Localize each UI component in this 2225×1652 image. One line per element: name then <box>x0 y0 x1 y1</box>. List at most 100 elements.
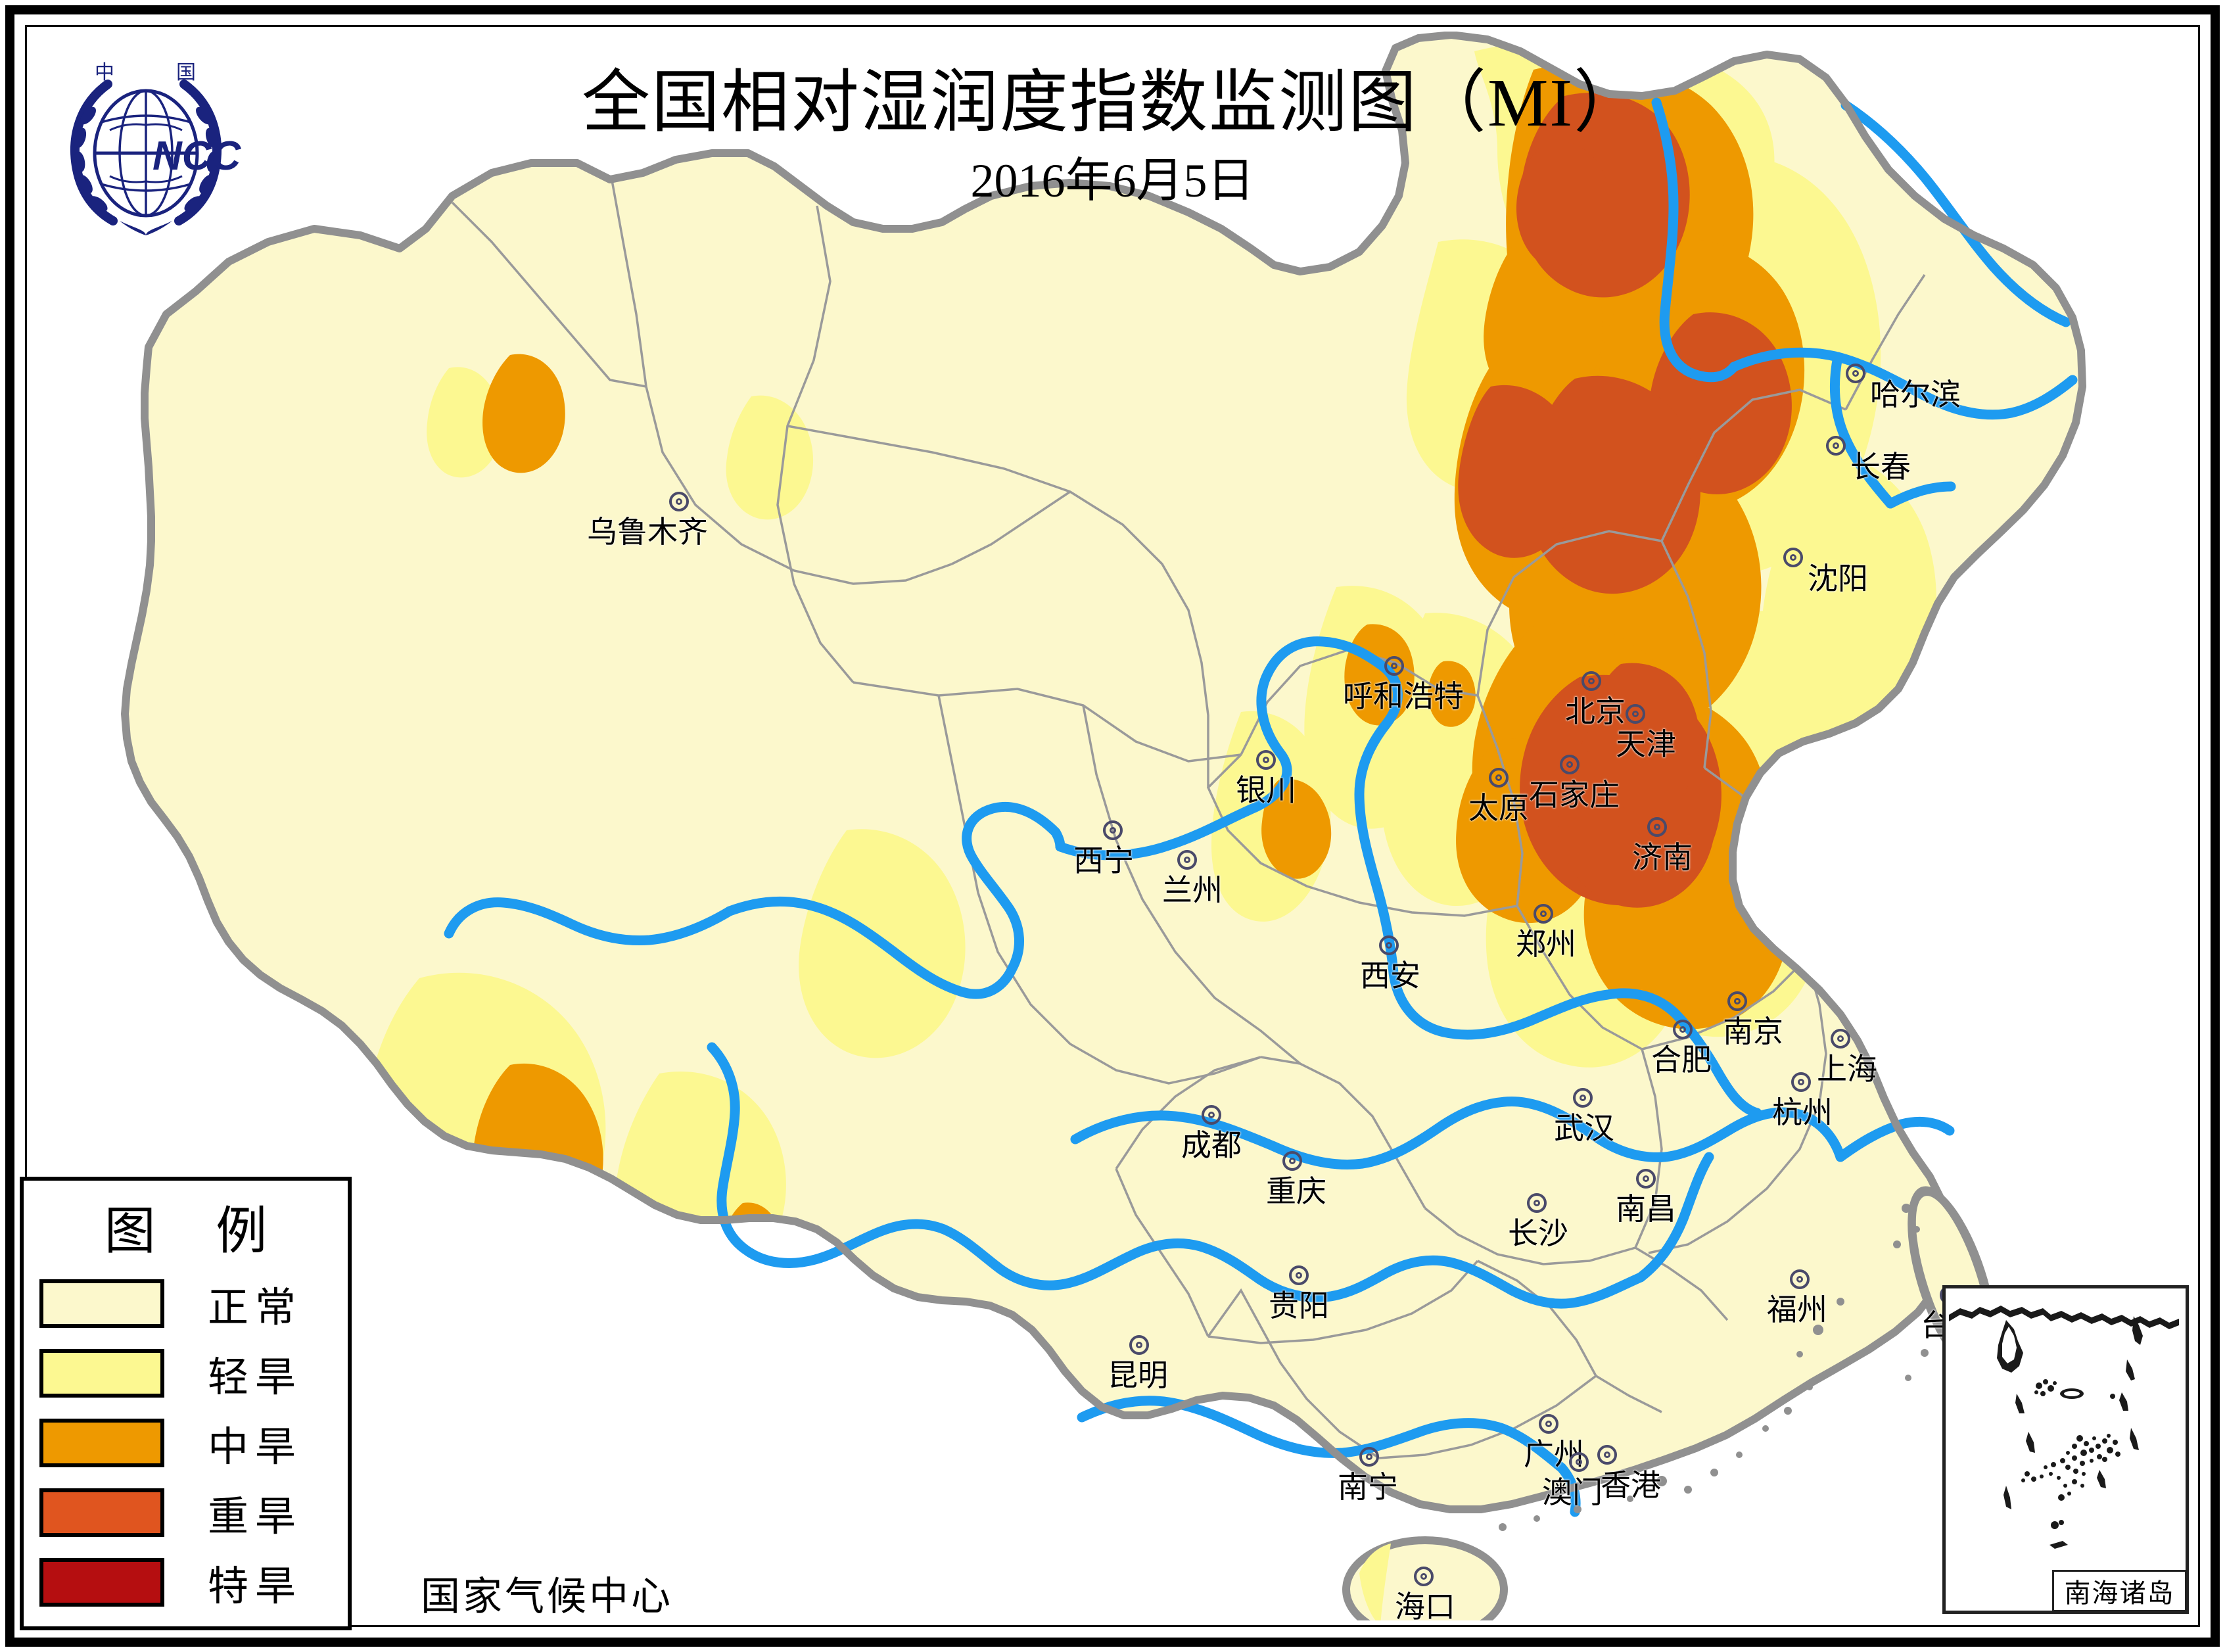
city-name: 上海 <box>1817 1052 1877 1086</box>
city-name: 济南 <box>1632 841 1693 874</box>
city-label: 兰州 <box>1162 876 1223 906</box>
city-name: 合肥 <box>1651 1043 1712 1077</box>
city-marker <box>1359 1447 1379 1467</box>
city-marker <box>1379 935 1399 955</box>
city-marker <box>1673 1020 1693 1039</box>
legend-swatch <box>39 1419 164 1467</box>
page-title: 全国相对湿润度指数监测图（MI） <box>581 65 1644 141</box>
city-label: 重庆 <box>1266 1177 1326 1207</box>
city-label: 哈尔滨 <box>1870 380 1961 410</box>
city-name: 南京 <box>1723 1015 1783 1049</box>
legend-row: 中旱 <box>39 1413 348 1473</box>
city-marker <box>1103 820 1123 840</box>
city-label: 长沙 <box>1508 1219 1568 1249</box>
city-label: 太原 <box>1468 793 1529 824</box>
inset-label: 南海诸岛 <box>2052 1570 2186 1611</box>
city-name: 石家庄 <box>1529 778 1620 812</box>
city-label: 西安 <box>1360 961 1420 991</box>
city-marker <box>1539 1414 1558 1434</box>
city-label: 长春 <box>1850 452 1911 483</box>
city-name: 昆明 <box>1108 1359 1168 1392</box>
city-name: 南昌 <box>1616 1192 1676 1226</box>
city-label: 成都 <box>1181 1131 1242 1161</box>
city-label: 南宁 <box>1338 1473 1398 1503</box>
city-marker <box>1129 1335 1149 1355</box>
city-name: 香港 <box>1601 1469 1661 1502</box>
logo-char-guo: 国 <box>176 62 196 83</box>
city-label: 石家庄 <box>1529 780 1620 811</box>
city-marker <box>1573 1088 1593 1108</box>
city-label: 武汉 <box>1554 1114 1614 1144</box>
city-marker <box>1791 1072 1811 1092</box>
legend-swatch <box>39 1558 164 1607</box>
city-marker <box>1597 1445 1617 1465</box>
legend-swatch <box>39 1488 164 1537</box>
city-label: 银川 <box>1236 776 1296 806</box>
city-label: 郑州 <box>1516 930 1576 960</box>
rivers <box>444 97 2078 1517</box>
page-subtitle-date: 2016年6月5日 <box>970 154 1255 207</box>
city-label: 香港 <box>1601 1471 1661 1501</box>
logo-char-zhong: 中 <box>95 62 114 83</box>
city-marker <box>1527 1193 1547 1213</box>
city-marker <box>1560 755 1580 774</box>
city-marker <box>1256 750 1276 770</box>
city-label: 呼和浩特 <box>1343 682 1464 712</box>
city-label: 澳门 <box>1542 1478 1603 1508</box>
city-name: 银川 <box>1236 774 1296 807</box>
city-label: 昆明 <box>1108 1361 1168 1391</box>
city-name: 哈尔滨 <box>1870 378 1961 412</box>
city-name: 重庆 <box>1266 1175 1326 1208</box>
city-label: 乌鲁木齐 <box>587 517 708 548</box>
city-label: 南京 <box>1723 1017 1783 1047</box>
city-marker <box>1846 364 1865 383</box>
inset-coastline <box>1949 1306 2179 1549</box>
city-name: 杭州 <box>1772 1096 1833 1129</box>
city-marker <box>1790 1269 1810 1289</box>
city-name: 乌鲁木齐 <box>587 515 708 549</box>
city-name: 成都 <box>1181 1129 1242 1162</box>
legend-label: 中旱 <box>208 1425 303 1470</box>
legend-label: 重旱 <box>208 1495 303 1540</box>
city-marker <box>1636 1169 1656 1189</box>
city-label: 济南 <box>1632 843 1693 873</box>
city-name: 长沙 <box>1508 1217 1568 1250</box>
china-national-climate-center-logo: NCC 中 国 <box>47 38 245 235</box>
city-marker <box>1384 656 1404 676</box>
city-name: 北京 <box>1565 695 1626 728</box>
city-marker <box>1831 1029 1850 1049</box>
city-marker <box>1783 548 1803 567</box>
city-name: 天津 <box>1616 728 1676 761</box>
city-name: 太原 <box>1468 791 1529 825</box>
city-marker <box>1727 991 1747 1011</box>
city-name: 兰州 <box>1162 874 1223 907</box>
city-label: 贵阳 <box>1269 1291 1329 1321</box>
logo-ncc-text: NCC <box>152 133 242 179</box>
legend-row: 轻旱 <box>39 1344 348 1403</box>
legend-row: 正常 <box>39 1274 348 1333</box>
legend-rows: 正常轻旱中旱重旱特旱 <box>24 1274 348 1612</box>
city-name: 武汉 <box>1554 1112 1614 1145</box>
city-marker <box>1626 704 1645 724</box>
city-name: 长春 <box>1850 450 1911 484</box>
footer-credit: 国家气候中心 <box>421 1575 673 1618</box>
city-marker <box>1282 1151 1302 1171</box>
legend-label: 正常 <box>208 1286 303 1331</box>
city-marker <box>1569 1452 1589 1472</box>
city-label: 杭州 <box>1772 1098 1833 1128</box>
city-name: 澳门 <box>1542 1476 1603 1509</box>
city-marker <box>1826 436 1846 456</box>
legend-label: 特旱 <box>208 1565 303 1609</box>
city-label: 天津 <box>1616 730 1676 760</box>
city-name: 呼和浩特 <box>1343 680 1464 713</box>
city-name: 南宁 <box>1338 1471 1398 1504</box>
city-marker <box>1177 850 1197 870</box>
legend-swatch <box>39 1349 164 1398</box>
city-label: 福州 <box>1767 1295 1827 1325</box>
city-name: 郑州 <box>1516 928 1576 961</box>
inset-map-svg <box>1949 1306 2179 1549</box>
city-marker <box>1489 768 1509 788</box>
city-name: 海口 <box>1395 1590 1455 1621</box>
south-china-sea-inset: 南海诸岛 <box>1942 1285 2189 1614</box>
